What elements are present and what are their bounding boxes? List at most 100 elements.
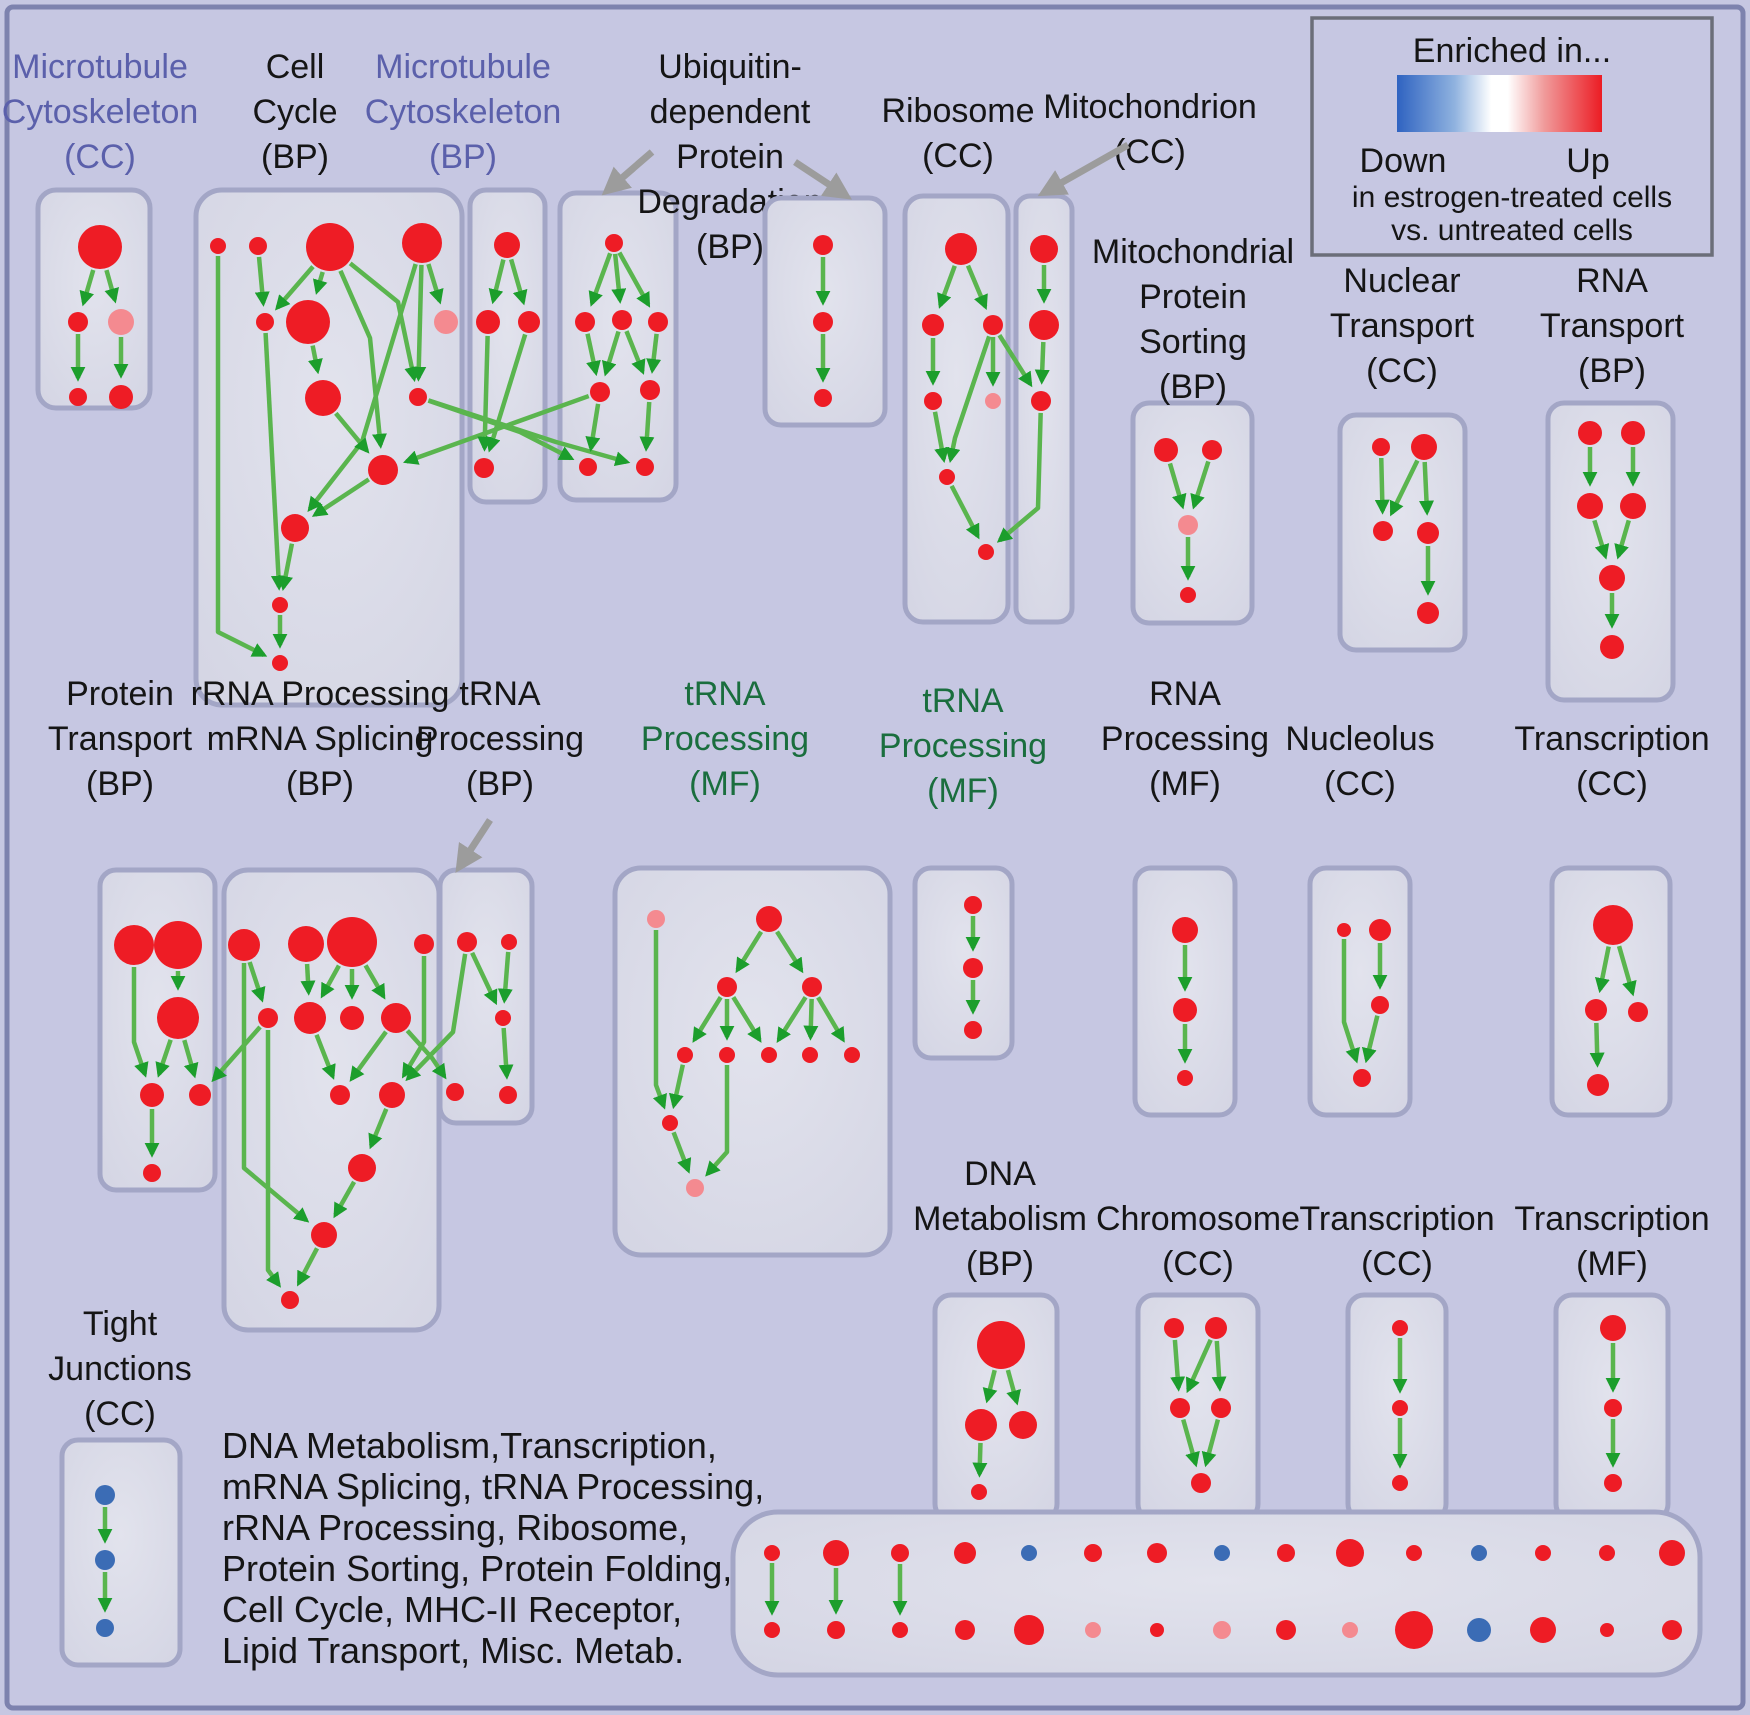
regulation-edge	[427, 398, 631, 467]
regulation-edge	[1419, 461, 1434, 516]
regulation-edge	[477, 335, 493, 452]
gene-node-x9b	[1276, 1620, 1296, 1640]
pathway-group-chromosome-cc: Chromosome (CC)	[1096, 1200, 1300, 1523]
regulation-edge	[611, 253, 627, 304]
gene-node-mb2	[1029, 310, 1059, 340]
gene-node-ub2	[575, 312, 595, 332]
regulation-edge	[1167, 462, 1187, 510]
gene-node-mb3	[1031, 391, 1051, 411]
regulation-edge	[1374, 457, 1390, 515]
regulation-edge	[104, 269, 119, 304]
gene-node-ub8	[636, 458, 654, 476]
gene-node-ch1	[1164, 1318, 1184, 1338]
gene-node-x4b	[955, 1620, 975, 1640]
gene-node-rb2	[922, 314, 944, 336]
regulation-edge	[265, 1030, 281, 1288]
regulation-edge	[308, 345, 323, 375]
gene-node-pt5	[189, 1084, 211, 1106]
gene-node-x2t	[823, 1540, 849, 1566]
regulation-edge	[705, 1065, 730, 1177]
gene-node-mt1	[494, 232, 520, 258]
legend-title: Enriched in...	[1413, 32, 1611, 70]
regulation-edge	[1341, 939, 1360, 1064]
regulation-edge	[965, 264, 988, 311]
gene-node-nt2	[1411, 434, 1437, 460]
gene-node-rrb1	[348, 1154, 376, 1182]
gene-node-cc2	[249, 237, 267, 255]
gene-node-tb5	[499, 1086, 517, 1104]
regulation-edge	[646, 333, 662, 374]
gene-node-x13t	[1535, 1545, 1551, 1561]
regulation-edge	[254, 256, 270, 307]
regulation-edge	[1170, 1339, 1186, 1392]
gene-node-x10b	[1342, 1622, 1358, 1638]
regulation-edge	[588, 252, 613, 307]
group-label-trna-processing-mf-1: tRNA Processing (MF)	[641, 675, 809, 803]
regulation-edge	[803, 998, 819, 1041]
gene-node-rr2	[288, 926, 324, 962]
regulation-edge	[671, 1131, 692, 1174]
legend-gradient-bar	[1397, 75, 1602, 132]
group-box-shared-pathways-strip	[730, 1509, 1703, 1678]
gene-node-x1b	[764, 1622, 780, 1638]
group-label-rrna-processing-mrna-splicing-bp: rRNA Processing mRNA Splicing (BP)	[191, 675, 450, 803]
gene-node-rr3	[327, 917, 377, 967]
gene-node-x15b	[1662, 1620, 1682, 1640]
group-box-microtubule-cytoskeleton-bp	[467, 187, 548, 505]
gene-node-tm6	[719, 1047, 735, 1063]
regulation-edge	[1589, 1022, 1605, 1068]
gene-node-x4t	[954, 1542, 976, 1564]
group-label-tight-junctions-cc: Tight Junctions (CC)	[48, 1305, 192, 1433]
regulation-edge	[624, 330, 646, 375]
regulation-edge	[155, 1039, 173, 1078]
gene-node-a2	[68, 312, 88, 332]
group-label-mitochondrial-protein-sorting-bp: Mitochondrial Protein Sorting (BP)	[1092, 233, 1294, 406]
regulation-edge	[972, 1442, 988, 1478]
group-label-protein-transport-bp: Protein Transport (BP)	[48, 675, 193, 803]
regulation-edge	[300, 963, 316, 996]
regulation-edge	[470, 951, 498, 1006]
regulation-edge	[79, 269, 96, 307]
group-label-cell-cycle-bp: Cell Cycle (BP)	[252, 48, 337, 176]
regulation-edge	[776, 995, 808, 1043]
group-label-ribosome-cc: Ribosome (CC)	[881, 92, 1034, 175]
gene-node-to1	[964, 896, 982, 914]
gene-node-tm7	[761, 1047, 777, 1063]
group-label-dna-metabolism-bp: DNA Metabolism (BP)	[913, 1155, 1087, 1283]
gene-node-x1t	[764, 1545, 780, 1561]
regulation-edge	[274, 265, 315, 311]
gene-node-tc3	[1628, 1002, 1648, 1022]
gene-node-cc6	[286, 300, 330, 344]
gene-node-ch4	[1211, 1398, 1231, 1418]
gene-node-x15t	[1659, 1540, 1685, 1566]
gene-node-mp3	[1178, 515, 1198, 535]
group-label-nuclear-transport-cc: Nuclear Transport (CC)	[1330, 262, 1475, 390]
gene-node-nt4	[1417, 522, 1439, 544]
gene-node-x2b	[827, 1621, 845, 1639]
gene-node-rb1	[945, 233, 977, 265]
gene-node-tb3	[495, 1010, 511, 1026]
gene-node-rt1	[1578, 421, 1602, 445]
gene-node-rm2	[294, 1002, 326, 1034]
regulation-edge	[816, 996, 845, 1043]
gene-node-x5t	[1021, 1545, 1037, 1561]
group-label-mitochondrion-cc: Mitochondrion (CC)	[1043, 88, 1257, 171]
gene-node-cc12	[272, 597, 288, 613]
regulation-edge	[1389, 459, 1420, 517]
pathway-group-rna-transport-bp: RNA Transport (BP)	[1540, 262, 1685, 703]
gene-node-mp2	[1202, 440, 1222, 460]
regulation-edge	[932, 411, 950, 463]
gene-node-cc8	[305, 380, 341, 416]
regulation-edge	[639, 401, 655, 452]
group-label-chromosome-cc: Chromosome (CC)	[1096, 1200, 1300, 1283]
gene-node-tf3	[1604, 1474, 1622, 1492]
gene-node-rr1	[228, 929, 260, 961]
gene-node-nl1	[1337, 923, 1351, 937]
regulation-edge	[314, 1033, 336, 1080]
regulation-edge	[334, 411, 370, 454]
gene-node-x10t	[1336, 1539, 1364, 1567]
gene-node-dm3	[1009, 1411, 1037, 1439]
gene-node-u23	[814, 389, 832, 407]
gene-node-mt2	[476, 310, 500, 334]
